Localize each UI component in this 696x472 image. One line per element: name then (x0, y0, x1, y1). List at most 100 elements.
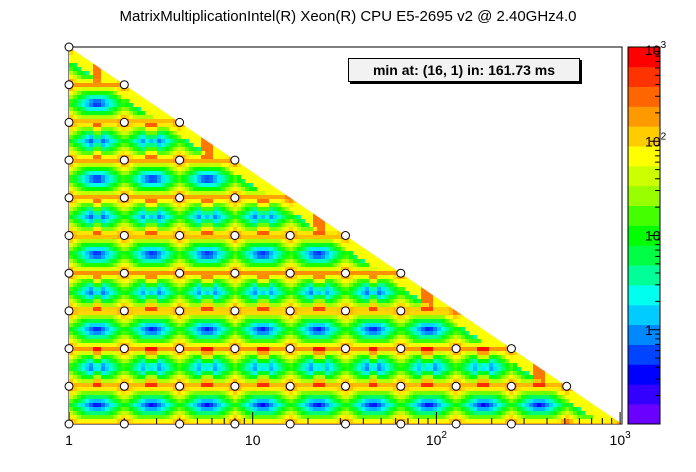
heatmap-cell (93, 239, 98, 244)
heatmap-cell (129, 303, 134, 308)
heatmap-cell (337, 327, 342, 332)
heatmap-cell (161, 191, 166, 196)
heatmap-cell (493, 351, 498, 356)
heatmap-cell (269, 355, 274, 360)
heatmap-cell (477, 359, 482, 364)
heatmap-cell (189, 291, 194, 296)
heatmap-cell (145, 231, 150, 236)
heatmap-cell (341, 323, 346, 328)
heatmap-cell (449, 343, 454, 348)
heatmap-cell (101, 243, 106, 248)
heatmap-cell (89, 107, 94, 112)
heatmap-cell (289, 191, 294, 196)
heatmap-cell (337, 267, 342, 272)
heatmap-cell (105, 223, 110, 228)
heatmap-cell (105, 351, 110, 356)
heatmap-cell (269, 175, 274, 180)
heatmap-cell (101, 271, 106, 276)
heatmap-cell (105, 115, 110, 120)
heatmap-cell (181, 327, 186, 332)
heatmap-cell (369, 287, 374, 292)
heatmap-cell (85, 47, 90, 52)
heatmap-cell (189, 247, 194, 252)
heatmap-cell (249, 163, 254, 168)
heatmap-cell (97, 155, 102, 160)
heatmap-cell (261, 259, 266, 264)
heatmap-cell (181, 275, 186, 280)
heatmap-cell (389, 307, 394, 312)
heatmap-cell (145, 255, 150, 260)
heatmap-cell (81, 167, 86, 172)
heatmap-cell (89, 59, 94, 64)
heatmap-cell (205, 251, 210, 256)
heatmap-cell (73, 283, 78, 288)
heatmap-cell (281, 287, 286, 292)
heatmap-cell (157, 215, 162, 220)
heatmap-cell (253, 307, 258, 312)
heatmap-cell (173, 243, 178, 248)
heatmap-cell (401, 283, 406, 288)
heatmap-cell (149, 291, 154, 296)
heatmap-cell (197, 211, 202, 216)
heatmap-cell (181, 239, 186, 244)
heatmap-cell (201, 223, 206, 228)
heatmap-cell (285, 247, 290, 252)
heatmap-cell (417, 327, 422, 332)
heatmap-cell (89, 131, 94, 136)
heatmap-cell (105, 139, 110, 144)
heatmap-cell (221, 187, 226, 192)
heatmap-cell (181, 135, 186, 140)
heatmap-cell (269, 231, 274, 236)
heatmap-cell (301, 311, 306, 316)
heatmap-cell (453, 359, 458, 364)
heatmap-cell (273, 179, 278, 184)
heatmap-cell (153, 119, 158, 124)
heatmap-cell (329, 243, 334, 248)
heatmap-cell (421, 275, 426, 280)
heatmap-cell (97, 331, 102, 336)
heatmap-cell (105, 303, 110, 308)
heatmap-cell (109, 83, 114, 88)
heatmap-cell (225, 147, 230, 152)
heatmap-cell (105, 99, 110, 104)
heatmap-cell (201, 339, 206, 344)
heatmap-cell (153, 327, 158, 332)
heatmap-cell (457, 339, 462, 344)
heatmap-cell (165, 115, 170, 120)
heatmap-cell (309, 283, 314, 288)
heatmap-cell (73, 103, 78, 108)
heatmap-cell (205, 147, 210, 152)
heatmap-cell (277, 311, 282, 316)
heatmap-cell (281, 355, 286, 360)
heatmap-cell (125, 175, 130, 180)
heatmap-cell (105, 235, 110, 240)
heatmap-cell (285, 323, 290, 328)
heatmap-cell (501, 355, 506, 360)
heatmap-cell (349, 359, 354, 364)
heatmap-cell (269, 179, 274, 184)
heatmap-cell (277, 195, 282, 200)
heatmap-cell (341, 239, 346, 244)
heatmap-cell (241, 319, 246, 324)
heatmap-cell (213, 307, 218, 312)
heatmap-cell (193, 343, 198, 348)
heatmap-cell (113, 319, 118, 324)
heatmap-cell (145, 243, 150, 248)
heatmap-cell (209, 159, 214, 164)
heatmap-cell (257, 335, 262, 340)
heatmap-cell (133, 331, 138, 336)
heatmap-cell (153, 139, 158, 144)
heatmap-cell (333, 259, 338, 264)
heatmap-cell (409, 315, 414, 320)
heatmap-cell (81, 331, 86, 336)
heatmap-cell (105, 95, 110, 100)
heatmap-cell (69, 223, 74, 228)
heatmap-cell (197, 151, 202, 156)
heatmap-cell (89, 183, 94, 188)
heatmap-cell (165, 303, 170, 308)
heatmap-cell (401, 323, 406, 328)
heatmap-cell (169, 323, 174, 328)
heatmap-cell (469, 339, 474, 344)
heatmap-cell (117, 351, 122, 356)
heatmap-cell (357, 315, 362, 320)
